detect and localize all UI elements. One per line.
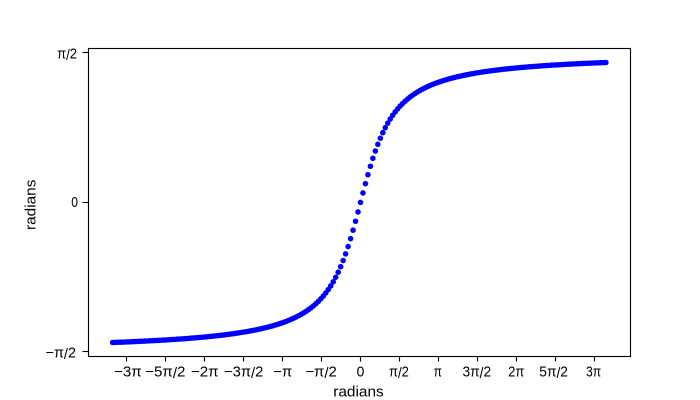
svg-text:0: 0 [357, 365, 365, 381]
svg-text:0: 0 [71, 195, 78, 211]
svg-text:3π/2: 3π/2 [462, 365, 491, 383]
svg-text:π/2: π/2 [57, 47, 77, 65]
svg-text:−π/2: −π/2 [46, 346, 76, 364]
svg-text:−5π/2: −5π/2 [145, 365, 185, 383]
svg-text:−π/2: −π/2 [305, 365, 336, 383]
svg-text:2π: 2π [508, 365, 524, 381]
svg-text:−π: −π [273, 365, 292, 381]
svg-text:radians: radians [333, 384, 383, 400]
svg-text:−2π: −2π [191, 365, 219, 381]
svg-text:5π/2: 5π/2 [539, 365, 568, 383]
svg-text:radians: radians [24, 180, 40, 230]
svg-text:π: π [434, 365, 442, 381]
svg-text:3π: 3π [586, 365, 601, 381]
svg-text:−3π/2: −3π/2 [224, 365, 263, 383]
svg-text:π/2: π/2 [389, 365, 409, 383]
svg-text:−3π: −3π [114, 365, 142, 381]
